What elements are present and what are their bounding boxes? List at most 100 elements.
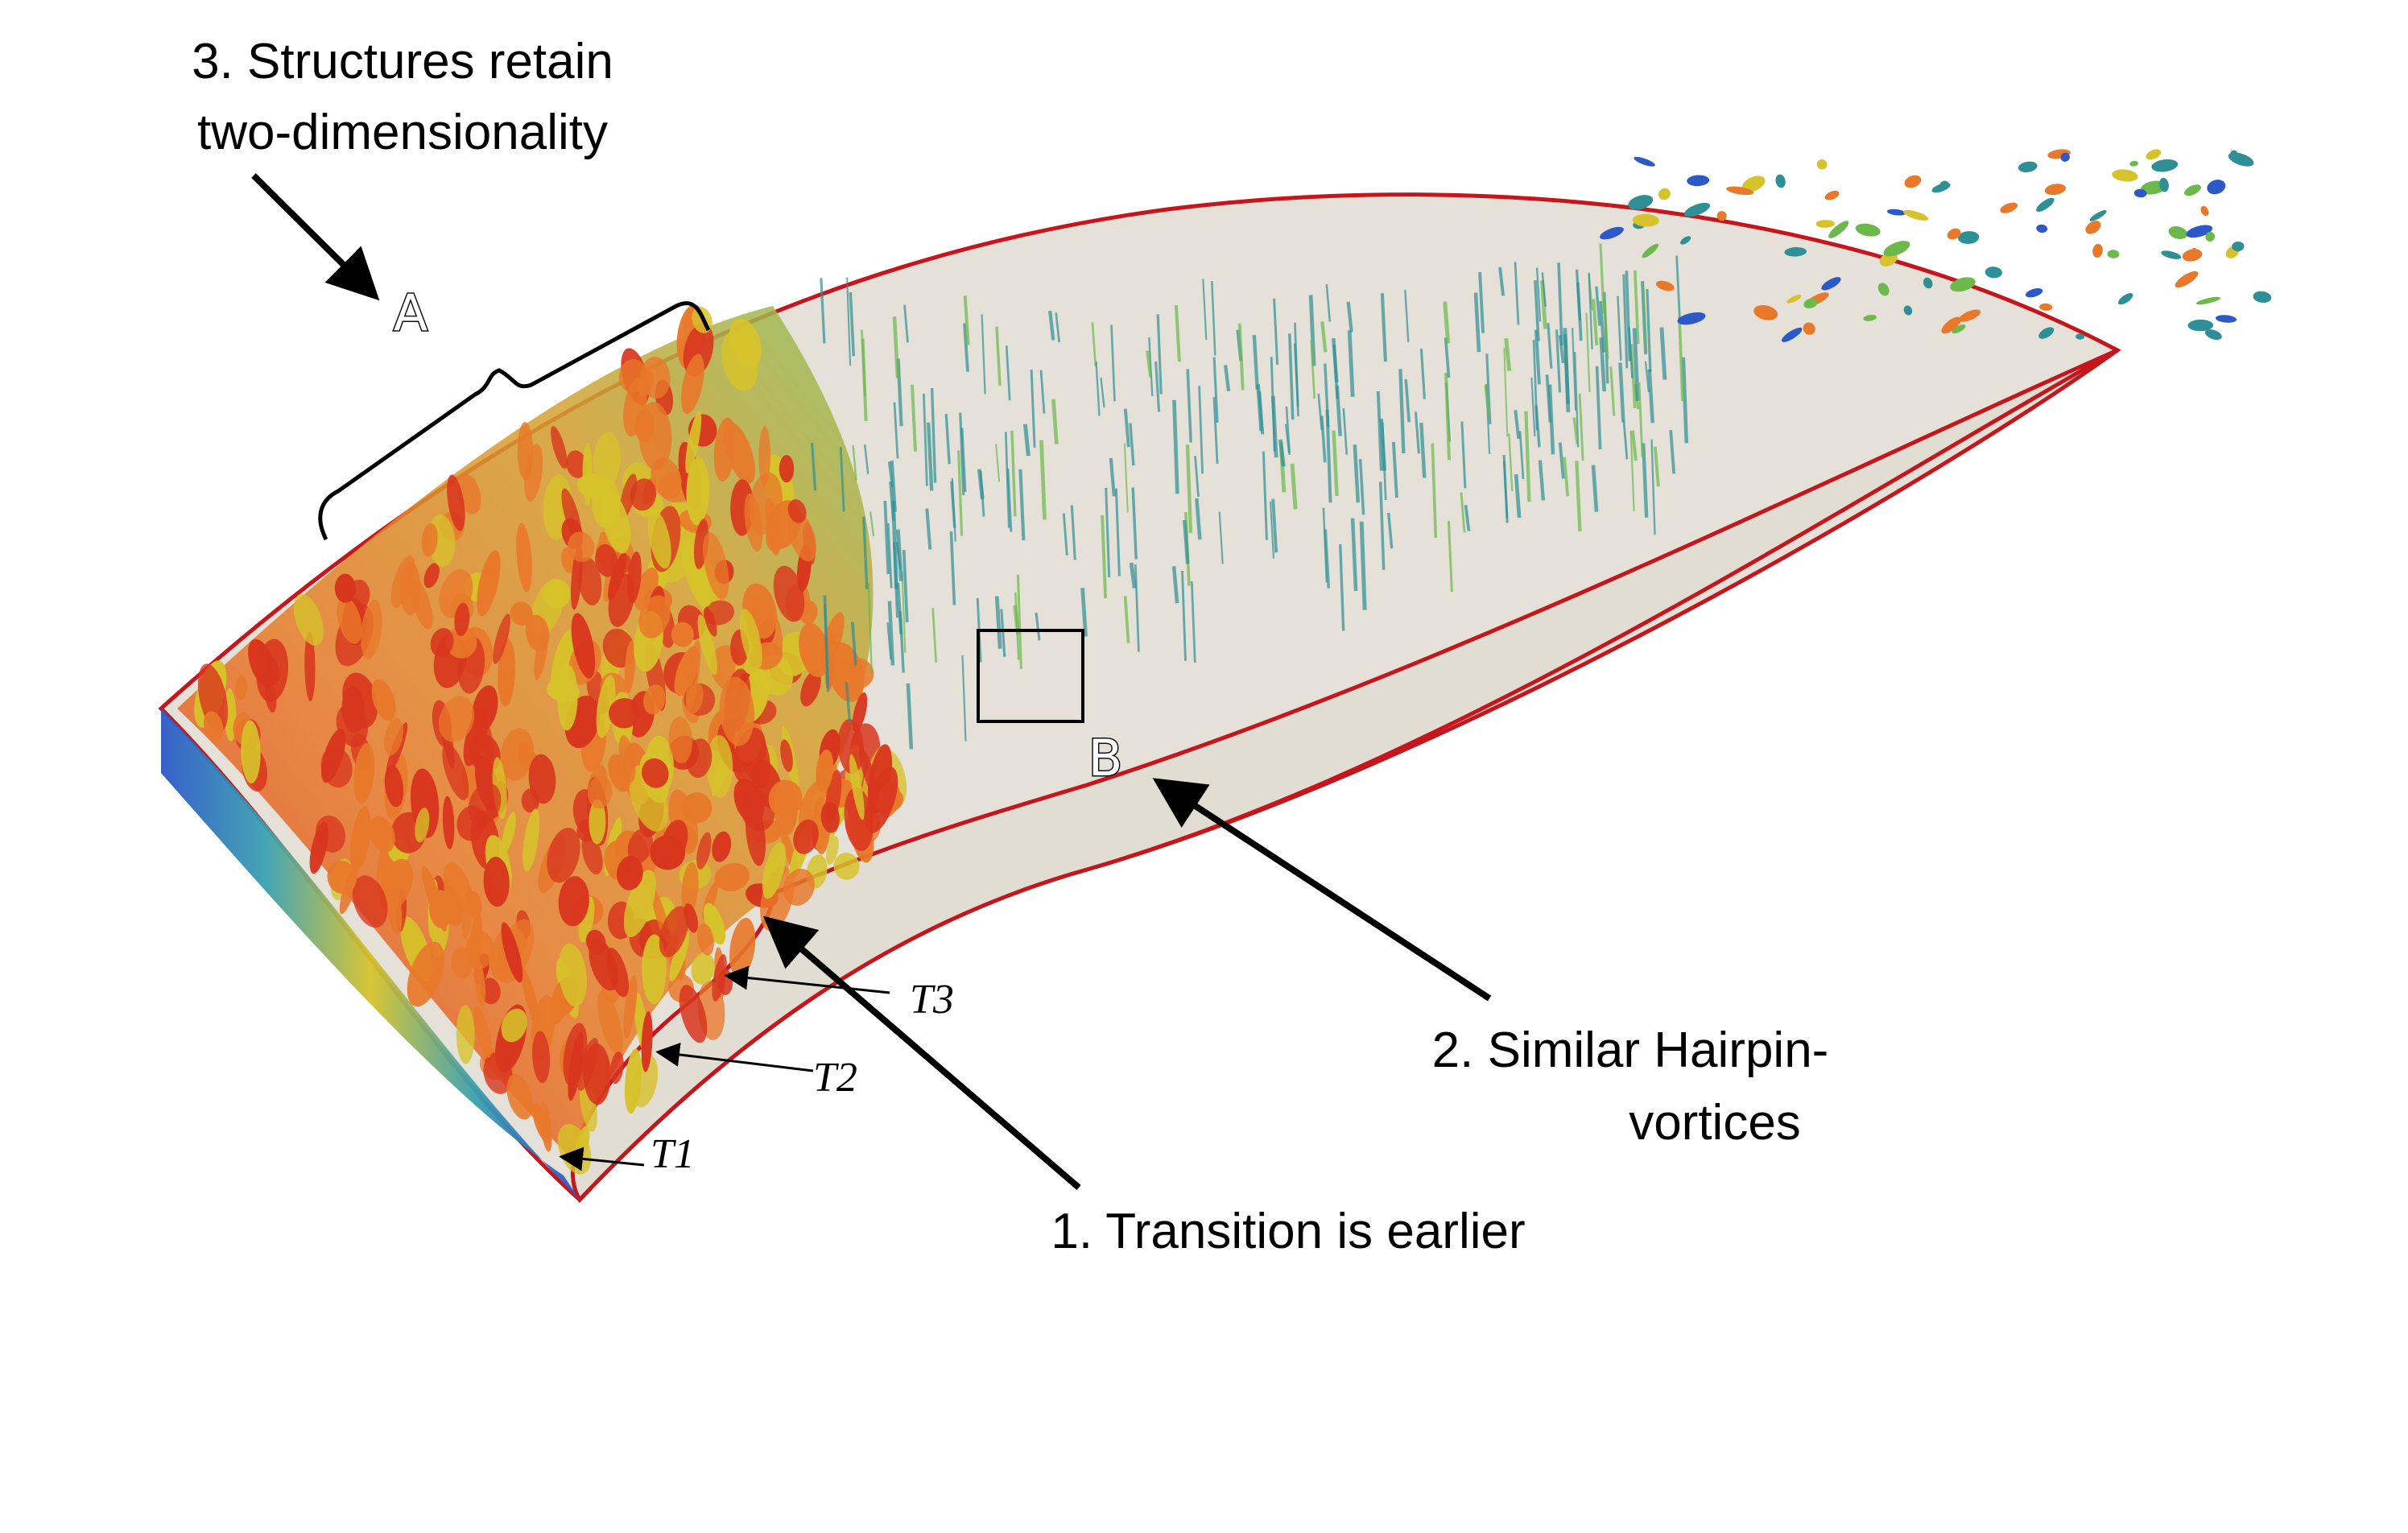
vortex-blob [551,426,568,469]
wake-vortex [2112,169,2138,182]
wake-vortex [2038,327,2055,339]
wake-vortex [2159,177,2169,192]
vortex-blob [442,743,469,800]
wall-streak [949,531,956,605]
wall-streak [1320,321,1328,353]
wake-vortex [1947,228,1961,240]
vortex-blob [334,573,357,603]
wall-streak [1195,498,1202,540]
wake-vortex [2207,180,2226,195]
region-b-box: B [977,629,1124,789]
wall-streak [1630,430,1638,461]
wall-streak [1558,335,1565,364]
vortex-blob [468,783,502,826]
wall-streak [839,447,845,512]
annotation-hairpin: 2. Similar Hairpin- vortices [1152,778,1829,1151]
wall-streak [1212,357,1219,423]
vortex-blob [686,457,709,526]
vortex-blob [430,628,454,658]
wall-streak [925,508,932,550]
wall-streak [1603,299,1609,359]
wall-streak [1105,487,1111,578]
wall-streak [1591,465,1599,512]
vortex-blob [469,911,483,966]
vortex-blob [534,629,548,680]
wall-streak [1101,514,1108,599]
wake-vortex [1883,241,1910,257]
vortex-blob [681,353,704,414]
vortex-blob [696,923,714,956]
wake-vortex [1904,175,1922,188]
wall-streak [927,422,934,491]
wall-streak [1172,399,1179,494]
vortex-blob [593,432,622,488]
vortex-blob [501,1008,527,1043]
wake-vortex [2025,288,2043,298]
wake-vortex [2129,160,2138,167]
wall-streak [1269,501,1275,559]
wall-streak [1473,292,1481,353]
vortex-blob [793,819,819,854]
vortex-blob [719,676,755,746]
vortex-blob [595,543,618,577]
vortex-blob [561,488,582,543]
t2-label: T2 [813,1055,857,1101]
wall-streak [1378,481,1386,570]
vortex-blob [669,931,690,981]
wall-streak [1391,441,1398,498]
hairpin-label-line1: 2. Similar Hairpin- [1432,1023,1829,1078]
wall-streak [1237,323,1245,390]
vortex-blobs [194,304,907,1175]
vortex-blob [587,775,613,809]
wall-streak [1156,314,1163,395]
wall-streak [906,683,914,750]
vortex-blob [248,638,277,688]
wake-vortex [2039,303,2053,311]
wake-vortex [1632,213,1659,227]
wall-streak [820,278,826,344]
vortex-blob [352,875,388,928]
wake-vortex [1985,267,2002,279]
wall-streak [1650,439,1656,535]
vortex-blob [539,1101,552,1152]
wake-vortex [1753,304,1778,320]
wall-streak [1634,270,1640,345]
vortex-blob [643,684,666,715]
vortex-blob [353,743,375,804]
wall-streak [1575,269,1582,321]
wall-streak [1171,566,1179,604]
wake-vortex [2076,333,2085,340]
wall-streak [1547,384,1555,455]
wall-streak [1504,337,1512,372]
vortex-blob [596,675,616,738]
wall-streak [891,500,898,589]
wall-streak [994,596,1002,649]
wall-streak [1478,271,1485,333]
wake-vortex [2175,271,2199,288]
wall-streak [1325,283,1332,322]
wake-vortex [1634,156,1655,167]
vortex-blob [745,802,766,866]
vortex-blob [442,795,455,849]
wall-streak [1332,430,1339,497]
wake-vortex [2187,319,2214,332]
wake-vortex [2018,161,2038,172]
wall-streak [1095,361,1101,416]
transition-label: 1. Transition is earlier [1051,1204,1525,1259]
structures-arrow [251,173,380,301]
wall-streak [1534,405,1541,448]
wall-streak [1310,340,1316,399]
wall-streak [1324,529,1331,589]
wake-vortex [2117,293,2133,305]
wake-vortex [1628,195,1654,210]
wall-streak [883,501,890,575]
wall-streak [1518,431,1525,480]
wall-streak [1514,410,1521,440]
wall-streak [1339,543,1345,631]
wall-streak [923,393,928,486]
vortex-blob [685,411,702,473]
vortex-blob [833,853,860,880]
vortex-blob [659,906,689,957]
vortex-blob [528,754,556,804]
wall-streak [1460,421,1467,489]
